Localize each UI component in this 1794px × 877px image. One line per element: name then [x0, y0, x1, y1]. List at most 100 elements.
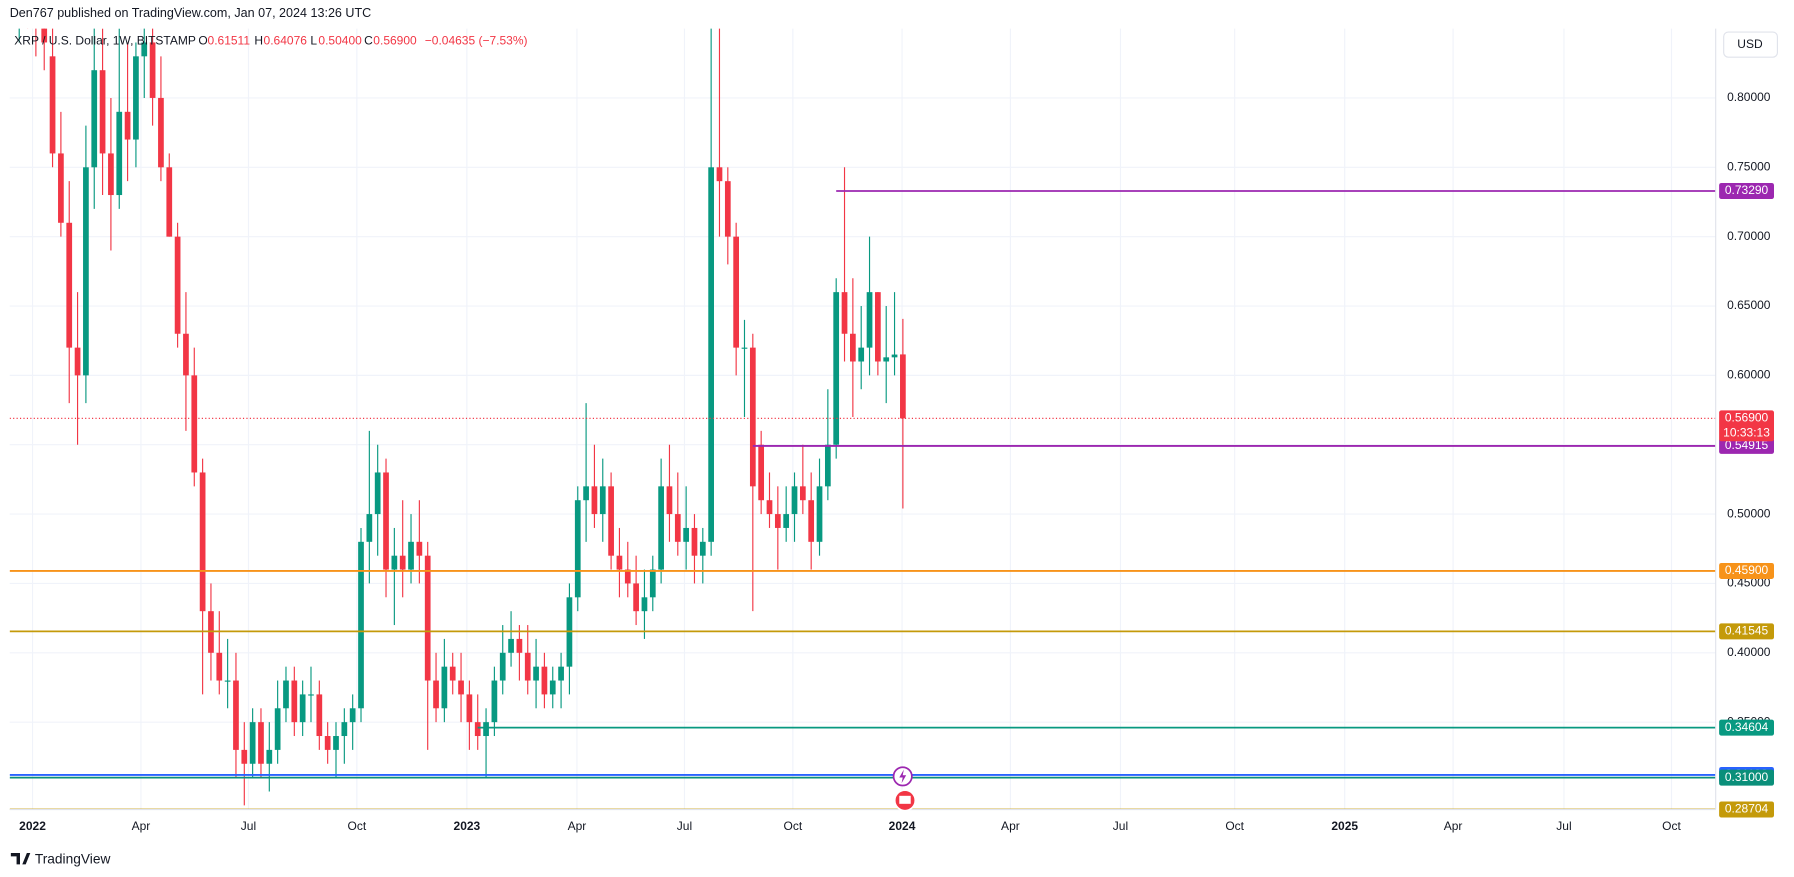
candle-body [474, 722, 481, 737]
candle-body [216, 652, 223, 681]
grid [9, 28, 1716, 810]
currency-label[interactable]: USD [1737, 37, 1763, 51]
candle-body [391, 555, 398, 570]
candle-body [424, 555, 431, 681]
level-label-box [1719, 769, 1774, 786]
brand-name: TradingView [35, 851, 111, 866]
candle-body [583, 486, 589, 501]
level-label: 0.73290 [1725, 183, 1769, 197]
y-tick-label: 0.70000 [1727, 229, 1771, 243]
candle-body [274, 708, 281, 750]
candle-body [699, 541, 706, 556]
candle-body [233, 680, 239, 750]
x-tick-label: 2024 [889, 819, 916, 833]
candle-body [433, 680, 439, 709]
candle-body [733, 236, 740, 348]
candle-body [299, 694, 306, 723]
candle-body [74, 347, 81, 376]
candle-body [358, 541, 364, 709]
candle-body [41, 28, 48, 43]
candle-body [158, 97, 164, 168]
candle-body [258, 722, 264, 764]
candle-body [524, 652, 531, 681]
brand-logo [10, 852, 31, 865]
candle-body [591, 486, 598, 515]
level-label: 0.28704 [1725, 802, 1769, 816]
candle-body [324, 736, 331, 750]
x-tick-label: Apr [568, 819, 587, 833]
candle-body [549, 680, 556, 695]
candle-body [833, 292, 840, 445]
x-tick-label: 2022 [19, 819, 46, 833]
candle-body [466, 694, 473, 723]
candle-body [449, 666, 456, 681]
candle-body [441, 666, 448, 709]
candle-body [408, 541, 414, 570]
candle-body [633, 583, 639, 612]
candle-body [249, 722, 256, 764]
candle-body [666, 486, 673, 515]
candle-body [133, 56, 139, 140]
candle-body [574, 500, 581, 598]
legend-h-key: H [254, 33, 263, 47]
y-tick-label: 0.40000 [1727, 645, 1771, 659]
candle-body [191, 375, 198, 473]
legend-high: 0.64076 [264, 33, 308, 47]
level-label: 0.31000 [1725, 770, 1769, 784]
candle-body [791, 486, 798, 515]
candle-body [458, 680, 464, 695]
y-tick-label: 0.65000 [1727, 298, 1771, 312]
x-tick-label: Oct [1662, 819, 1681, 833]
candle-body [541, 666, 548, 695]
x-tick-label: Oct [348, 819, 367, 833]
candle-body [366, 514, 373, 542]
candle-body [808, 500, 815, 542]
candle-body [850, 333, 856, 362]
candle-body [533, 666, 539, 681]
candle-body [108, 153, 114, 196]
x-tick-label: 2025 [1331, 819, 1358, 833]
legend-o-key: O [198, 33, 207, 47]
candle-body [866, 292, 873, 348]
candle-body [599, 486, 606, 515]
candle-body [224, 680, 231, 682]
candle-body [508, 638, 514, 653]
candle-body [708, 167, 714, 542]
candle-body [608, 486, 614, 556]
candle-body [841, 292, 848, 334]
candle-body [875, 292, 881, 362]
candle-body [816, 486, 823, 542]
currency-button[interactable] [1723, 31, 1779, 58]
candle-body [858, 347, 865, 362]
candle-body [399, 555, 406, 570]
y-tick-label: 0.80000 [1727, 90, 1771, 104]
level-label: 0.41545 [1725, 624, 1769, 638]
event-icon-glyph [899, 795, 911, 804]
last-price-label: 0.56900 [1725, 411, 1769, 425]
candle-body [174, 236, 181, 334]
candle-body [766, 500, 773, 515]
x-tick-label: Jul [677, 819, 692, 833]
candle-body [341, 722, 348, 737]
legend-change: −0.04635 (−7.53%) [425, 33, 528, 47]
candle-body [141, 42, 148, 57]
legend-low: 0.50400 [318, 33, 362, 47]
candle-body [516, 638, 523, 653]
level-label: 0.45900 [1725, 563, 1769, 577]
event-icons [892, 766, 917, 812]
x-tick-label: 2023 [454, 819, 481, 833]
candle-body [99, 70, 106, 154]
level-label-box [1719, 437, 1774, 454]
y-tick-label: 0.50000 [1727, 506, 1771, 520]
candle-body [783, 514, 790, 528]
candle-body [649, 569, 656, 598]
level-label-box [1719, 183, 1774, 200]
event-icon-glyph [899, 769, 907, 784]
candle-body [291, 680, 298, 723]
level-label: 0.54915 [1725, 438, 1769, 452]
legend-open: 0.61511 [208, 33, 251, 47]
candle-body [316, 694, 323, 737]
candle-body [691, 527, 698, 556]
candle-body [724, 181, 731, 237]
